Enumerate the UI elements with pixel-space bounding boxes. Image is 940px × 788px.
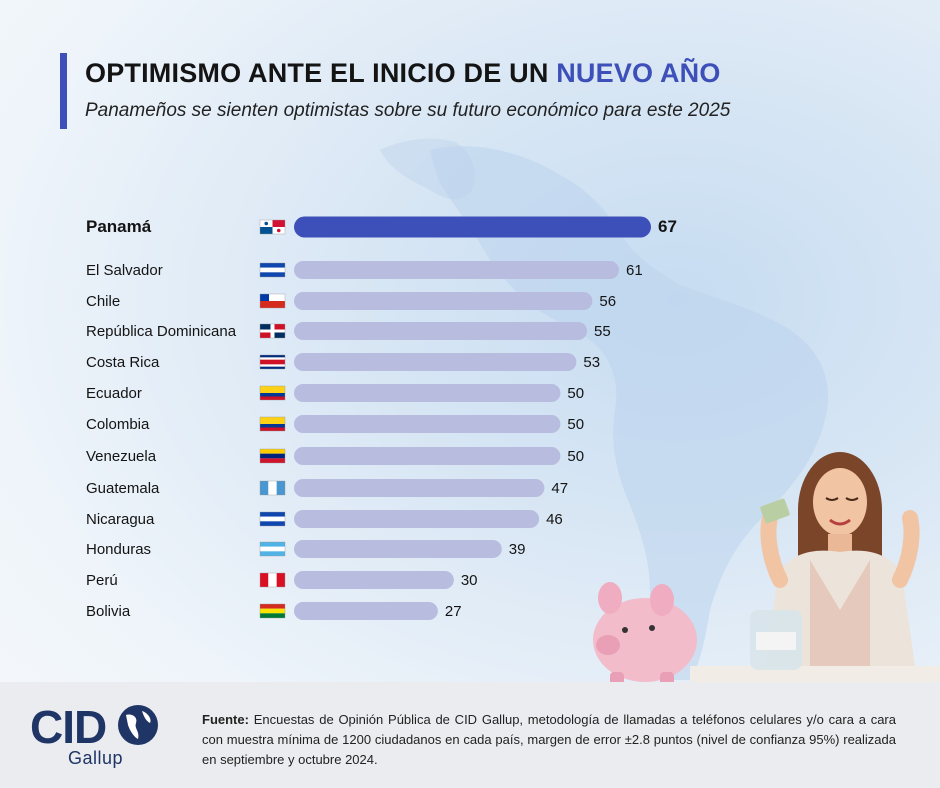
- page-title: OPTIMISMO ANTE EL INICIO DE UN NUEVO AÑO: [85, 58, 721, 89]
- value-label: 30: [461, 572, 478, 589]
- category-label: El Salvador: [86, 262, 163, 279]
- value-label: 50: [567, 416, 584, 433]
- page-subtitle: Panameños se sienten optimistas sobre su…: [85, 100, 731, 121]
- source-text: Encuestas de Opinión Pública de CID Gall…: [202, 712, 896, 767]
- bar: [294, 415, 561, 433]
- venezuela-flag-icon: [259, 448, 286, 464]
- globe-icon: [118, 705, 158, 745]
- bar: [294, 602, 438, 620]
- value-label: 47: [551, 480, 568, 497]
- bar: [294, 447, 561, 465]
- chile-flag-icon: [259, 293, 286, 309]
- category-label: Chile: [86, 293, 120, 310]
- value-label: 53: [583, 354, 600, 371]
- bar: [294, 540, 502, 558]
- value-label: 46: [546, 511, 563, 528]
- category-label: Colombia: [86, 416, 150, 433]
- value-label: 56: [599, 293, 616, 310]
- value-label: 67: [658, 217, 677, 236]
- value-label: 61: [626, 262, 643, 279]
- dominican-republic-flag-icon: [259, 323, 286, 339]
- ecuador-flag-icon: [259, 385, 286, 401]
- category-label: Venezuela: [86, 448, 157, 465]
- category-label: Honduras: [86, 541, 151, 558]
- panama-flag-icon: [259, 219, 286, 235]
- category-label: Bolivia: [86, 603, 131, 620]
- value-label: 39: [509, 541, 526, 558]
- value-label: 50: [567, 448, 584, 465]
- source-note: Fuente: Encuestas de Opinión Pública de …: [202, 710, 896, 770]
- bolivia-flag-icon: [259, 603, 286, 619]
- footer: [0, 682, 940, 788]
- bar: [294, 384, 561, 402]
- value-label: 27: [445, 603, 462, 620]
- category-label: Nicaragua: [86, 511, 155, 528]
- cid-gallup-logo: CID Gallup: [28, 700, 188, 775]
- title-accent: NUEVO AÑO: [556, 58, 721, 88]
- bar: [294, 322, 588, 340]
- bar: [294, 571, 454, 589]
- colombia-flag-icon: [259, 416, 286, 432]
- value-label: 55: [594, 323, 611, 340]
- bar-chart: Panamá 67 El Salvador 61 Chile 56 República Do…: [86, 216, 677, 620]
- value-label: 50: [567, 385, 584, 402]
- bar: [294, 216, 651, 238]
- guatemala-flag-icon: [259, 480, 286, 496]
- el-salvador-flag-icon: [259, 262, 286, 278]
- logo-brand: CID: [30, 701, 107, 753]
- nicaragua-flag-icon: [259, 511, 286, 527]
- honduras-flag-icon: [259, 541, 286, 557]
- woman-and-piggy-bank-illustration: [593, 452, 940, 688]
- bar: [294, 510, 540, 528]
- category-label: Perú: [86, 572, 118, 589]
- logo-sub: Gallup: [68, 748, 124, 768]
- category-label: Costa Rica: [86, 354, 160, 371]
- bar: [294, 353, 577, 371]
- title-main: OPTIMISMO ANTE EL INICIO DE UN: [85, 58, 549, 88]
- bar: [294, 479, 545, 497]
- source-label: Fuente:: [202, 712, 249, 727]
- bar: [294, 261, 620, 279]
- category-label: Guatemala: [86, 480, 160, 497]
- bar: [294, 292, 593, 310]
- peru-flag-icon: [259, 572, 286, 588]
- category-label: República Dominicana: [86, 323, 237, 340]
- category-label: Ecuador: [86, 385, 142, 402]
- costa-rica-flag-icon: [259, 354, 286, 370]
- title-accent-bar: [60, 53, 67, 129]
- category-label: Panamá: [86, 217, 152, 236]
